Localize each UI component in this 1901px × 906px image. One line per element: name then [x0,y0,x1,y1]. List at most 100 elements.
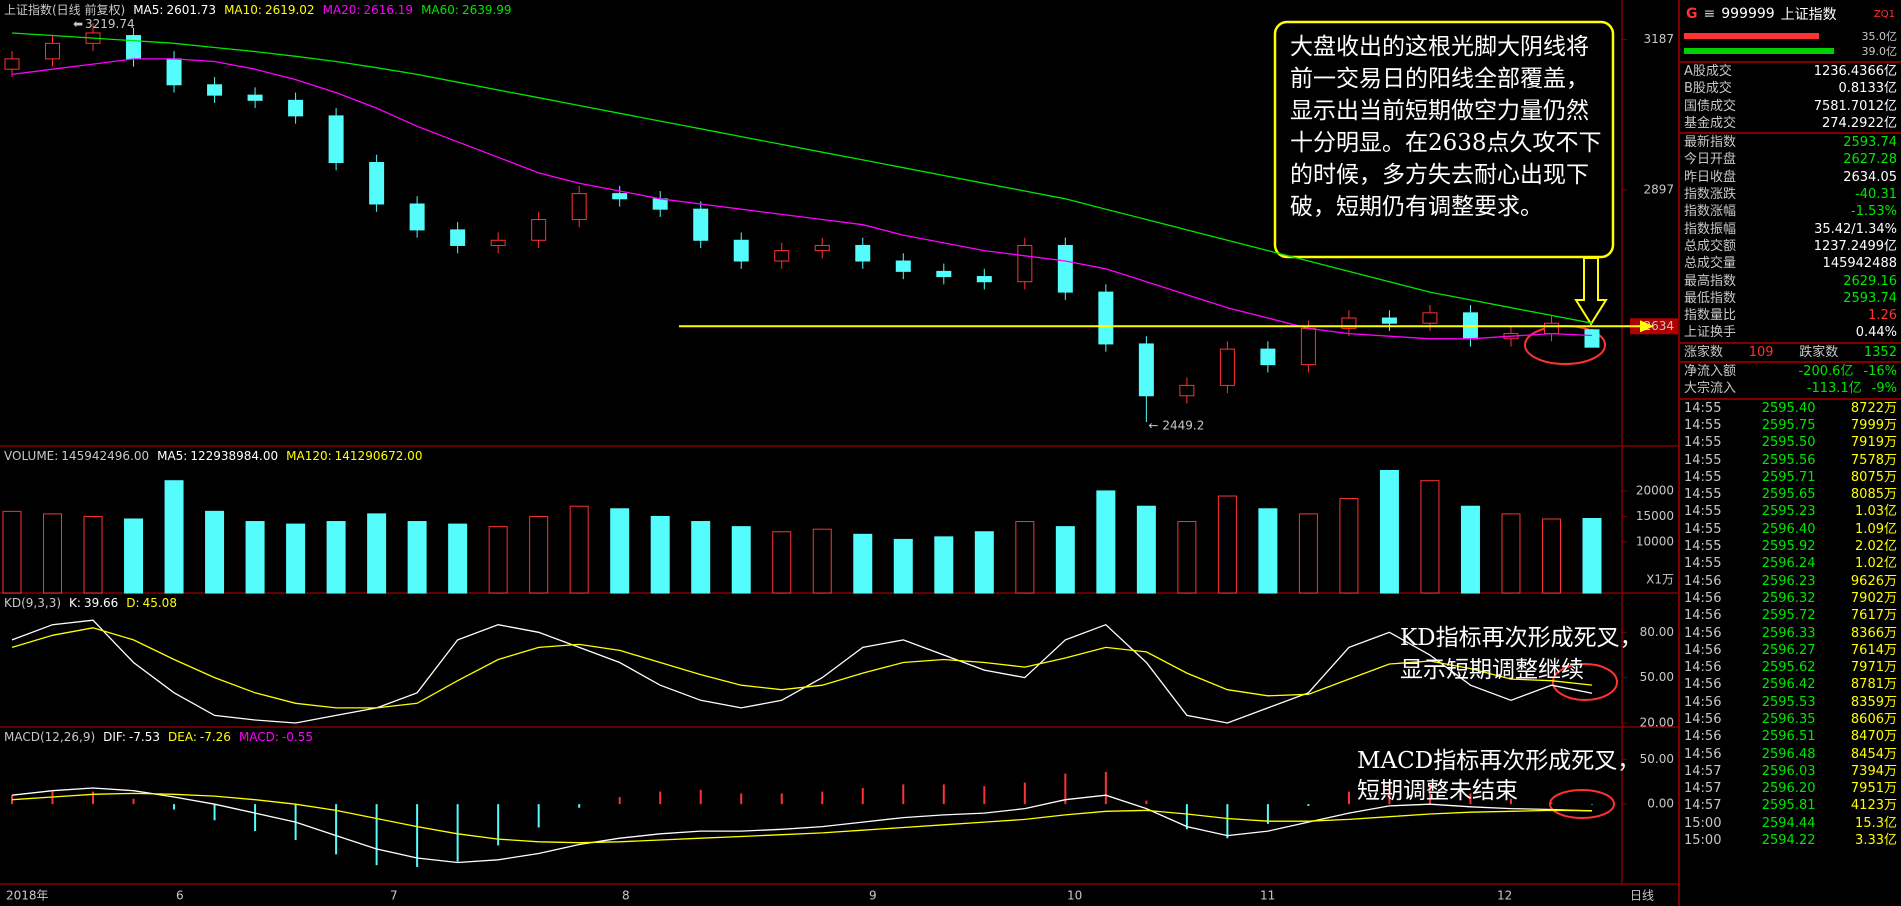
header-name: MACD: [239,730,279,744]
stat-row: 今日开盘 2627.28 [1680,151,1901,168]
volume-bar [448,523,468,594]
volume-bar [772,531,792,594]
tick-time: 14:56 [1684,625,1722,641]
tick-price: 2595.71 [1761,469,1816,485]
y-tick-label: 0.00 [1647,797,1674,811]
tick-volume: 7951万 [1850,781,1897,797]
candle-body [895,260,911,272]
tick-price: 2596.32 [1761,590,1816,606]
row-value: -40.31 [1855,187,1897,203]
annotation-text: 前一交易日的阳线全部覆盖， [1290,66,1589,92]
tick-row: 14:55 2595.71 8075万 [1680,469,1901,486]
volume-bar [367,513,387,594]
tick-volume: 8781万 [1850,677,1897,693]
tick-price: 2596.51 [1761,729,1816,745]
panel-frames [0,0,1678,885]
candle-body [1543,322,1559,335]
candle-body [1260,348,1276,366]
tick-volume: 7919万 [1850,435,1897,451]
menu-icon: ≡ [1703,6,1716,22]
tick-volume: 4123万 [1850,798,1897,814]
tick-volume: 7394万 [1850,763,1897,779]
tick-time: 14:55 [1684,469,1722,485]
candle-body [450,229,466,246]
volume-bar [43,513,63,594]
code-mark: G [1686,6,1698,22]
tick-price: 2596.33 [1761,625,1816,641]
volume-bar [1582,518,1602,594]
volume-bar [205,510,225,594]
header-name: MA120: [286,449,332,463]
volume-bar [812,528,832,594]
volume-bar [245,521,265,594]
row-value: 0.8133亿 [1838,81,1898,97]
candle-body [1017,244,1033,283]
volume-bar [934,536,954,594]
volume-bar [893,538,913,594]
row-value: 1.26 [1868,308,1897,324]
turnover-row: A股成交 1236.4366亿 [1680,63,1901,80]
tick-row: 14:57 2595.81 4123万 [1680,797,1901,814]
tick-row: 14:56 2595.72 7617万 [1680,607,1901,624]
header-name: D: [126,596,139,610]
row-value: -1.53% [1851,204,1897,220]
panel-header: KD(9,3,3) K: 39.66 D: 45.08 [4,596,177,610]
tick-price: 2596.24 [1761,556,1816,572]
up-count: 109 [1748,344,1774,360]
candle-body [1381,317,1397,324]
tick-volume: 8359万 [1850,694,1897,710]
flow-bar-row: 39.0亿 [1680,43,1901,58]
tick-price: 2596.03 [1761,763,1816,779]
name: 上证指数 [1780,7,1837,23]
row-label: 最低指数 [1684,290,1737,306]
down-label: 跌家数 [1799,344,1839,360]
volume-bar [1055,526,1075,594]
row-label: 最新指数 [1684,135,1737,151]
tick-volume: 2.02亿 [1855,539,1897,555]
annotation-text: 十分明显。在2638点久攻不下 [1290,130,1602,156]
volume-bar [1501,513,1521,594]
row-value: 1236.4366亿 [1813,64,1897,79]
row-label: 总成交额 [1684,238,1737,254]
header-value: -7.53 [129,730,160,744]
volume-bar [1420,480,1440,594]
date-label: 10 [1067,889,1082,903]
candle-body [652,198,668,210]
candle-body [531,219,547,241]
tick-row: 14:55 2595.65 8085万 [1680,486,1901,503]
candle-body [774,250,790,262]
stat-row: 最高指数 2629.16 [1680,273,1901,290]
volume-bar [731,526,751,594]
candle-body [207,84,223,96]
tick-time: 14:55 [1684,487,1722,503]
tick-volume: 7971万 [1850,660,1897,676]
stat-row: 总成交量 145942488 [1680,255,1901,272]
stat-row: 指数量比 1.26 [1680,307,1901,324]
date-label: 8 [622,889,630,903]
row-value: 35.42/1.34% [1814,221,1897,237]
panel-header: MACD(12,26,9) DIF: -7.53 DEA: -7.26 MACD: -0.5… [4,730,313,744]
candle-body [1300,327,1316,366]
tick-time: 14:55 [1684,417,1722,433]
candle-body [693,208,709,241]
candle-body [612,193,628,200]
header-name: MA5: [133,3,163,17]
volume-bar [1339,498,1359,594]
tick-row: 14:56 2596.33 8366万 [1680,625,1901,642]
tick-volume: 1.02亿 [1855,556,1897,572]
separator [1680,132,1901,135]
volume-bar [1541,518,1561,594]
tick-price: 2596.40 [1761,521,1816,537]
row-label: 上证换手 [1684,325,1737,341]
volume-bar [164,480,184,594]
tick-time: 14:56 [1684,573,1722,589]
tick-row: 14:56 2596.23 9626万 [1680,573,1901,590]
separator [1680,397,1901,400]
date-label: 2018年 [6,889,49,903]
extreme-arrow: ⬅ [73,17,83,31]
annotation-arrow [1574,257,1608,326]
annotation-text: KD指标再次形成死叉， [1400,625,1643,651]
candle-body [288,99,304,117]
candle-body [855,244,871,262]
y-tick-label: 80.00 [1640,625,1674,639]
